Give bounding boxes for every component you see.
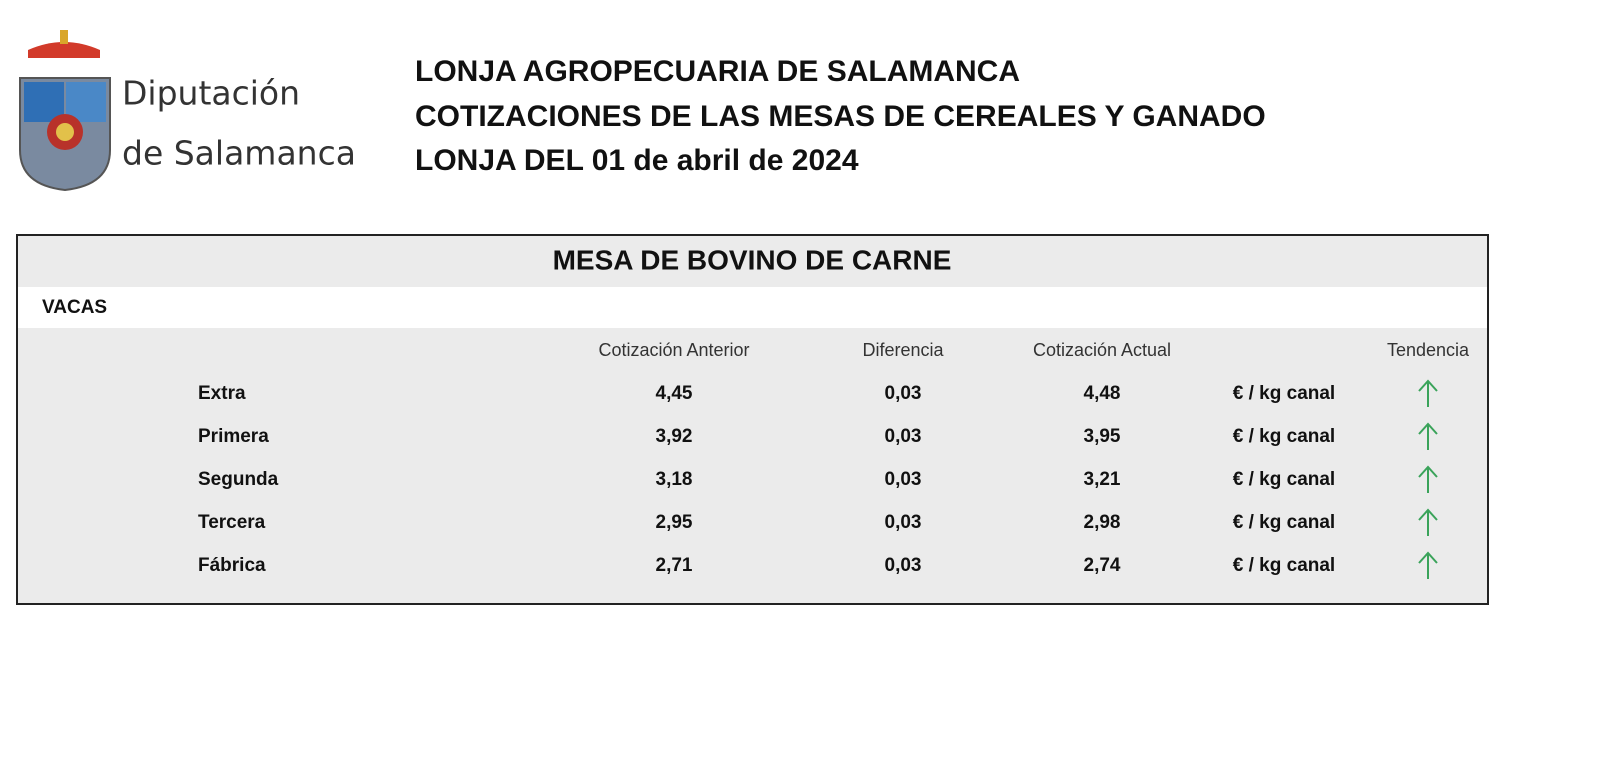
logo-text: de Salamanca xyxy=(122,134,356,173)
logo-text: Diputación xyxy=(122,74,300,113)
header-line: LONJA DEL 01 de abril de 2024 xyxy=(415,144,859,177)
cell-anterior: 2,95 xyxy=(656,512,693,533)
cell-diferencia: 0,03 xyxy=(885,469,922,490)
cell-unit: € / kg canal xyxy=(1233,555,1335,576)
cell-anterior: 3,92 xyxy=(656,426,693,447)
column-header: Tendencia xyxy=(1387,340,1470,360)
cell-actual: 2,98 xyxy=(1084,512,1121,533)
cell-actual: 3,95 xyxy=(1084,426,1121,447)
cell-diferencia: 0,03 xyxy=(885,555,922,576)
row-label: Segunda xyxy=(198,469,279,490)
trend-arrow xyxy=(1418,422,1438,450)
table-title: MESA DE BOVINO DE CARNE xyxy=(553,244,952,275)
trend-arrow xyxy=(1418,465,1438,493)
cell-unit: € / kg canal xyxy=(1233,512,1335,533)
trend-arrow xyxy=(1418,508,1438,536)
cell-unit: € / kg canal xyxy=(1233,469,1335,490)
trend-arrow xyxy=(1418,551,1438,579)
column-header: Cotización Anterior xyxy=(598,340,749,360)
cell-actual: 4,48 xyxy=(1084,383,1121,404)
header-line: LONJA AGROPECUARIA DE SALAMANCA xyxy=(415,55,1020,88)
cell-anterior: 4,45 xyxy=(656,383,693,404)
section-label: VACAS xyxy=(42,297,107,318)
rows: Extra 4,45 0,03 4,48 € / kg canal Primera 3,92… xyxy=(198,379,1438,579)
column-header: Cotización Actual xyxy=(1033,340,1171,360)
cell-anterior: 3,18 xyxy=(656,469,693,490)
header-line: COTIZACIONES DE LAS MESAS DE CEREALES Y … xyxy=(415,100,1266,133)
cell-diferencia: 0,03 xyxy=(885,383,922,404)
trend-arrow xyxy=(1418,379,1438,407)
row-label: Fábrica xyxy=(198,555,266,576)
cell-anterior: 2,71 xyxy=(656,555,693,576)
cell-actual: 3,21 xyxy=(1084,469,1121,490)
logo-shield xyxy=(19,30,111,192)
cell-actual: 2,74 xyxy=(1084,555,1121,576)
cell-diferencia: 0,03 xyxy=(885,512,922,533)
cell-unit: € / kg canal xyxy=(1233,426,1335,447)
row-label: Primera xyxy=(198,426,269,447)
cell-diferencia: 0,03 xyxy=(885,426,922,447)
cell-unit: € / kg canal xyxy=(1233,383,1335,404)
section-band xyxy=(18,287,1487,328)
row-label: Extra xyxy=(198,383,246,404)
column-header: Diferencia xyxy=(862,340,944,360)
row-label: Tercera xyxy=(198,512,266,533)
